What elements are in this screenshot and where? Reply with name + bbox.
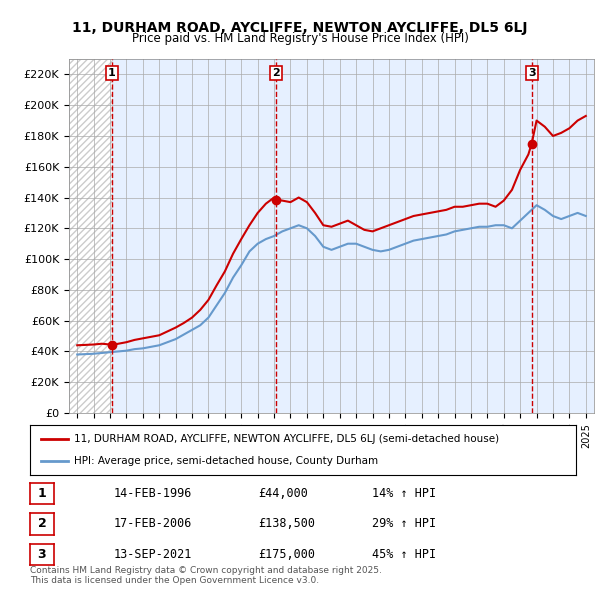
Text: £175,000: £175,000: [258, 548, 315, 561]
Text: 3: 3: [38, 548, 46, 561]
Text: 17-FEB-2006: 17-FEB-2006: [114, 517, 193, 530]
Text: 3: 3: [528, 68, 535, 78]
Text: 11, DURHAM ROAD, AYCLIFFE, NEWTON AYCLIFFE, DL5 6LJ (semi-detached house): 11, DURHAM ROAD, AYCLIFFE, NEWTON AYCLIF…: [74, 434, 499, 444]
Text: 1: 1: [108, 68, 116, 78]
Text: 45% ↑ HPI: 45% ↑ HPI: [372, 548, 436, 561]
Text: 1: 1: [38, 487, 46, 500]
Text: 29% ↑ HPI: 29% ↑ HPI: [372, 517, 436, 530]
Text: £138,500: £138,500: [258, 517, 315, 530]
Text: Contains HM Land Registry data © Crown copyright and database right 2025.
This d: Contains HM Land Registry data © Crown c…: [30, 566, 382, 585]
Text: HPI: Average price, semi-detached house, County Durham: HPI: Average price, semi-detached house,…: [74, 456, 378, 466]
Bar: [112, 59, 276, 413]
Text: 11, DURHAM ROAD, AYCLIFFE, NEWTON AYCLIFFE, DL5 6LJ: 11, DURHAM ROAD, AYCLIFFE, NEWTON AYCLIF…: [72, 21, 528, 35]
Text: £44,000: £44,000: [258, 487, 308, 500]
Text: 2: 2: [38, 517, 46, 530]
Text: 14% ↑ HPI: 14% ↑ HPI: [372, 487, 436, 500]
Text: 13-SEP-2021: 13-SEP-2021: [114, 548, 193, 561]
Bar: [532, 59, 594, 413]
Text: 2: 2: [272, 68, 280, 78]
Text: Price paid vs. HM Land Registry's House Price Index (HPI): Price paid vs. HM Land Registry's House …: [131, 32, 469, 45]
Bar: [276, 59, 532, 413]
Text: 14-FEB-1996: 14-FEB-1996: [114, 487, 193, 500]
Bar: [69, 59, 112, 413]
